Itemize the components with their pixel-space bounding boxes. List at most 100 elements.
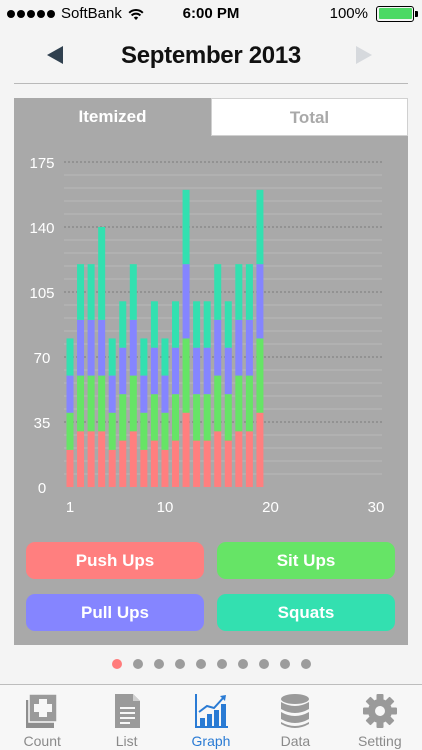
page-dot[interactable] [300,659,311,669]
bar-pull-ups [140,375,148,413]
tab-itemized[interactable]: Itemized [14,98,211,136]
bar-sit-ups [129,375,137,432]
graph-panel: Itemized Total 0 35 70 105 140 175 1 10 20 30 Pus… [14,98,408,645]
bar-push-ups [161,449,169,487]
bar-pull-ups [193,347,201,395]
bar-squats [245,264,253,320]
bar-push-ups [172,440,180,487]
stacked-bar-chart: 0 35 70 105 140 175 1 10 20 30 [14,136,408,526]
database-icon [281,694,310,728]
next-month-arrow-icon[interactable] [354,44,374,66]
bar-squats [150,301,158,348]
bar-sit-ups [224,394,232,441]
bar-pull-ups [161,375,169,413]
bar-squats [193,301,201,348]
bar-push-ups [140,449,148,487]
page-dot[interactable] [153,659,164,669]
page-dot[interactable] [237,659,248,669]
bar-push-ups [98,431,106,487]
previous-month-arrow-icon[interactable] [45,44,65,66]
signal-icon [7,9,55,18]
bar-sit-ups [66,412,74,450]
bar-push-ups [150,440,158,487]
bar-chart-icon [195,694,229,728]
tab-count-label: Count [23,733,61,749]
squats-button[interactable]: Squats [217,594,395,631]
push-ups-button[interactable]: Push Ups [26,542,204,579]
page-dot[interactable] [174,659,185,669]
bar-push-ups [256,412,264,487]
bar-squats [256,189,264,265]
month-header: September 2013 [0,28,422,84]
pull-ups-button[interactable]: Pull Ups [26,594,204,631]
battery-icon [376,5,418,22]
bar-push-ups [87,431,95,487]
bar-pull-ups [245,319,253,376]
page-dot[interactable] [132,659,143,669]
bar-squats [129,264,137,320]
carrier-label: SoftBank [61,5,122,22]
page-indicator[interactable] [0,659,422,669]
tab-setting[interactable]: Setting [338,685,422,750]
wifi-icon [128,8,144,20]
tab-bar: Count List Graph Data [0,684,422,750]
tab-list[interactable]: List [84,685,168,750]
bar-push-ups [245,431,253,487]
plot-area [64,156,382,487]
bar-sit-ups [140,412,148,450]
battery-info: 100% [329,5,418,22]
bar-pull-ups [256,264,264,339]
page-dot[interactable] [216,659,227,669]
page-dot[interactable] [279,659,290,669]
bar-squats [66,338,74,376]
page-dot[interactable] [258,659,269,669]
bar-pull-ups [108,375,116,413]
bar-sit-ups [214,375,222,432]
bar-squats [235,264,243,320]
bar-sit-ups [161,412,169,450]
bar-squats [98,227,106,320]
bar-squats [140,338,148,376]
bar-pull-ups [119,347,127,395]
y-tick-label: 35 [34,415,51,432]
sit-ups-button[interactable]: Sit Ups [217,542,395,579]
battery-percent: 100% [329,5,368,22]
bar-sit-ups [235,375,243,432]
bar-squats [87,264,95,320]
bar-push-ups [119,440,127,487]
bar-pull-ups [129,319,137,376]
bar-sit-ups [193,394,201,441]
view-segmented-control: Itemized Total [14,98,408,136]
bar-push-ups [182,412,190,487]
page-dot[interactable] [195,659,206,669]
bar-pull-ups [203,347,211,395]
bar-pull-ups [77,319,85,376]
bar-squats [214,264,222,320]
tab-data-label: Data [280,733,311,749]
bar-sit-ups [256,338,264,413]
bar-squats [203,301,211,348]
bar-pull-ups [87,319,95,376]
bar-sit-ups [182,338,190,413]
status-time: 6:00 PM [182,5,240,22]
page-dot[interactable] [111,659,122,669]
bar-pull-ups [235,319,243,376]
status-bar: SoftBank 6:00 PM 100% [0,0,422,28]
bar-squats [108,338,116,376]
bar-push-ups [193,440,201,487]
bar-push-ups [129,431,137,487]
header-divider [14,83,408,84]
y-tick-label: 70 [34,350,51,367]
tab-data[interactable]: Data [253,685,337,750]
bar-pull-ups [66,375,74,413]
tab-count[interactable]: Count [0,685,84,750]
bar-pull-ups [150,347,158,395]
bar-sit-ups [203,394,211,441]
tab-total[interactable]: Total [211,98,408,136]
plus-box-icon [26,693,58,728]
document-icon [114,694,140,728]
bar-push-ups [203,440,211,487]
bar-sit-ups [98,375,106,432]
tab-graph[interactable]: Graph [169,685,253,750]
bar-squats [182,189,190,265]
